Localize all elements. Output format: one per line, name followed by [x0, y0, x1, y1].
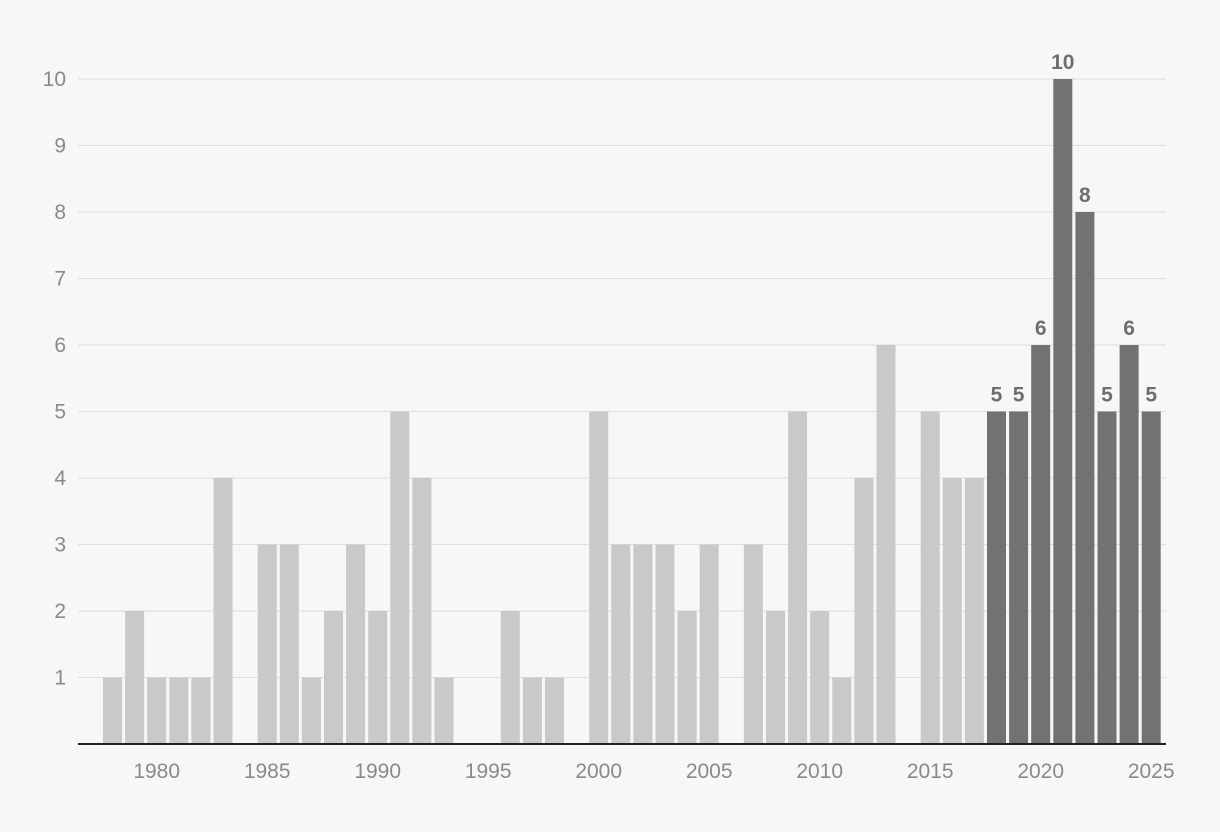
- x-tick-label: 2005: [686, 760, 733, 783]
- y-tick-label: 2: [54, 600, 66, 623]
- y-tick-label: 8: [54, 201, 66, 224]
- bar-1986: [279, 544, 299, 744]
- bar-2017: [964, 478, 984, 744]
- y-tick-label: 3: [54, 534, 66, 557]
- bar-1996: [500, 611, 520, 744]
- bar-1980: [147, 677, 167, 744]
- x-tick-label: 2010: [796, 760, 843, 783]
- data-label-2023: 5: [1101, 384, 1113, 407]
- y-tick-label: 4: [54, 467, 66, 490]
- bar-2019: [1009, 411, 1029, 744]
- bar-1990: [368, 611, 388, 744]
- bar-1981: [169, 677, 189, 744]
- bar-1989: [346, 544, 366, 744]
- bar-2024: [1119, 345, 1139, 744]
- bar-2012: [854, 478, 874, 744]
- x-tick-label: 2000: [575, 760, 622, 783]
- bar-1982: [191, 677, 211, 744]
- bar-2005: [699, 544, 719, 744]
- axes: 1 2 3 4 5 6 7 8 9 10 1980 1985 1990 1995 2000 2005 2010 2…: [43, 68, 1175, 783]
- bar-1983: [213, 478, 233, 744]
- x-tick-label: 2015: [907, 760, 954, 783]
- bar-2001: [611, 544, 631, 744]
- x-tick-label: 1985: [244, 760, 291, 783]
- bar-2021: [1053, 79, 1073, 744]
- bar-1993: [434, 677, 454, 744]
- bar-1988: [324, 611, 343, 744]
- bar-1978: [103, 677, 122, 744]
- bar-1987: [301, 677, 321, 744]
- bar-2018: [987, 411, 1006, 744]
- data-label-2024: 6: [1123, 317, 1135, 340]
- x-tick-label: 2020: [1017, 760, 1064, 783]
- y-tick-label: 7: [54, 268, 66, 291]
- x-tick-label: 1990: [354, 760, 401, 783]
- x-tick-label: 1995: [465, 760, 512, 783]
- y-tick-label: 1: [54, 667, 66, 690]
- bar-2015: [920, 411, 940, 744]
- bar-2022: [1075, 212, 1095, 744]
- bar-2003: [655, 544, 675, 744]
- bar-2008: [766, 611, 785, 744]
- bars: [103, 79, 1161, 744]
- data-label-2025: 5: [1145, 384, 1157, 407]
- bar-2002: [633, 544, 653, 744]
- bar-2020: [1031, 345, 1051, 744]
- y-tick-label: 5: [54, 401, 66, 424]
- y-tick-label: 10: [43, 68, 66, 91]
- bar-2011: [832, 677, 852, 744]
- bar-1997: [522, 677, 542, 744]
- bar-2010: [810, 611, 830, 744]
- bar-1985: [257, 544, 277, 744]
- bar-1998: [545, 677, 564, 744]
- bar-1991: [390, 411, 410, 744]
- bar-1979: [125, 611, 145, 744]
- data-label-2022: 8: [1079, 184, 1091, 207]
- bar-1992: [412, 478, 432, 744]
- data-label-2021: 10: [1051, 51, 1074, 74]
- y-tick-label: 9: [54, 135, 66, 158]
- bar-2000: [589, 411, 609, 744]
- bar-2004: [677, 611, 697, 744]
- bar-2013: [876, 345, 896, 744]
- bar-2009: [788, 411, 808, 744]
- x-tick-label: 2025: [1128, 760, 1175, 783]
- bar-2007: [743, 544, 763, 744]
- data-label-2019: 5: [1013, 384, 1025, 407]
- bar-2016: [942, 478, 962, 744]
- bar-2023: [1097, 411, 1117, 744]
- data-label-2020: 6: [1035, 317, 1047, 340]
- data-label-2018: 5: [991, 384, 1003, 407]
- x-tick-label: 1980: [133, 760, 180, 783]
- y-tick-label: 6: [54, 334, 66, 357]
- bar-2025: [1141, 411, 1161, 744]
